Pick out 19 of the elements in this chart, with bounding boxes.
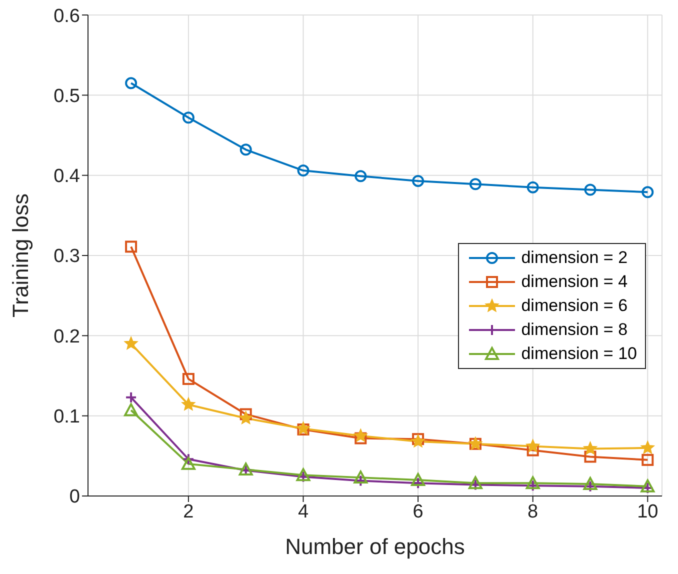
x-tick-label: 4	[298, 501, 309, 522]
x-axis-title: Number of epochs	[285, 534, 465, 559]
x-tick-label: 10	[637, 501, 658, 522]
y-tick-label: 0.3	[54, 246, 80, 268]
y-tick-label: 0.5	[54, 86, 80, 107]
y-tick-label: 0.2	[54, 326, 80, 348]
legend-label: dimension = 8	[521, 320, 628, 340]
x-tick-label: 6	[412, 501, 424, 522]
y-tick-label: 0	[69, 486, 80, 508]
y-tick-label: 0.4	[54, 166, 80, 188]
y-axis-title: Training loss	[8, 194, 33, 318]
legend-label: dimension = 4	[521, 272, 628, 292]
x-tick-label: 8	[528, 501, 538, 522]
legend-label: dimension = 2	[521, 248, 628, 268]
legend-label: dimension = 10	[521, 344, 637, 364]
x-tick-label: 2	[183, 501, 194, 522]
y-tick-label: 0.1	[54, 406, 80, 428]
y-tick-label: 0.6	[54, 6, 80, 27]
legend-label: dimension = 6	[521, 296, 628, 316]
